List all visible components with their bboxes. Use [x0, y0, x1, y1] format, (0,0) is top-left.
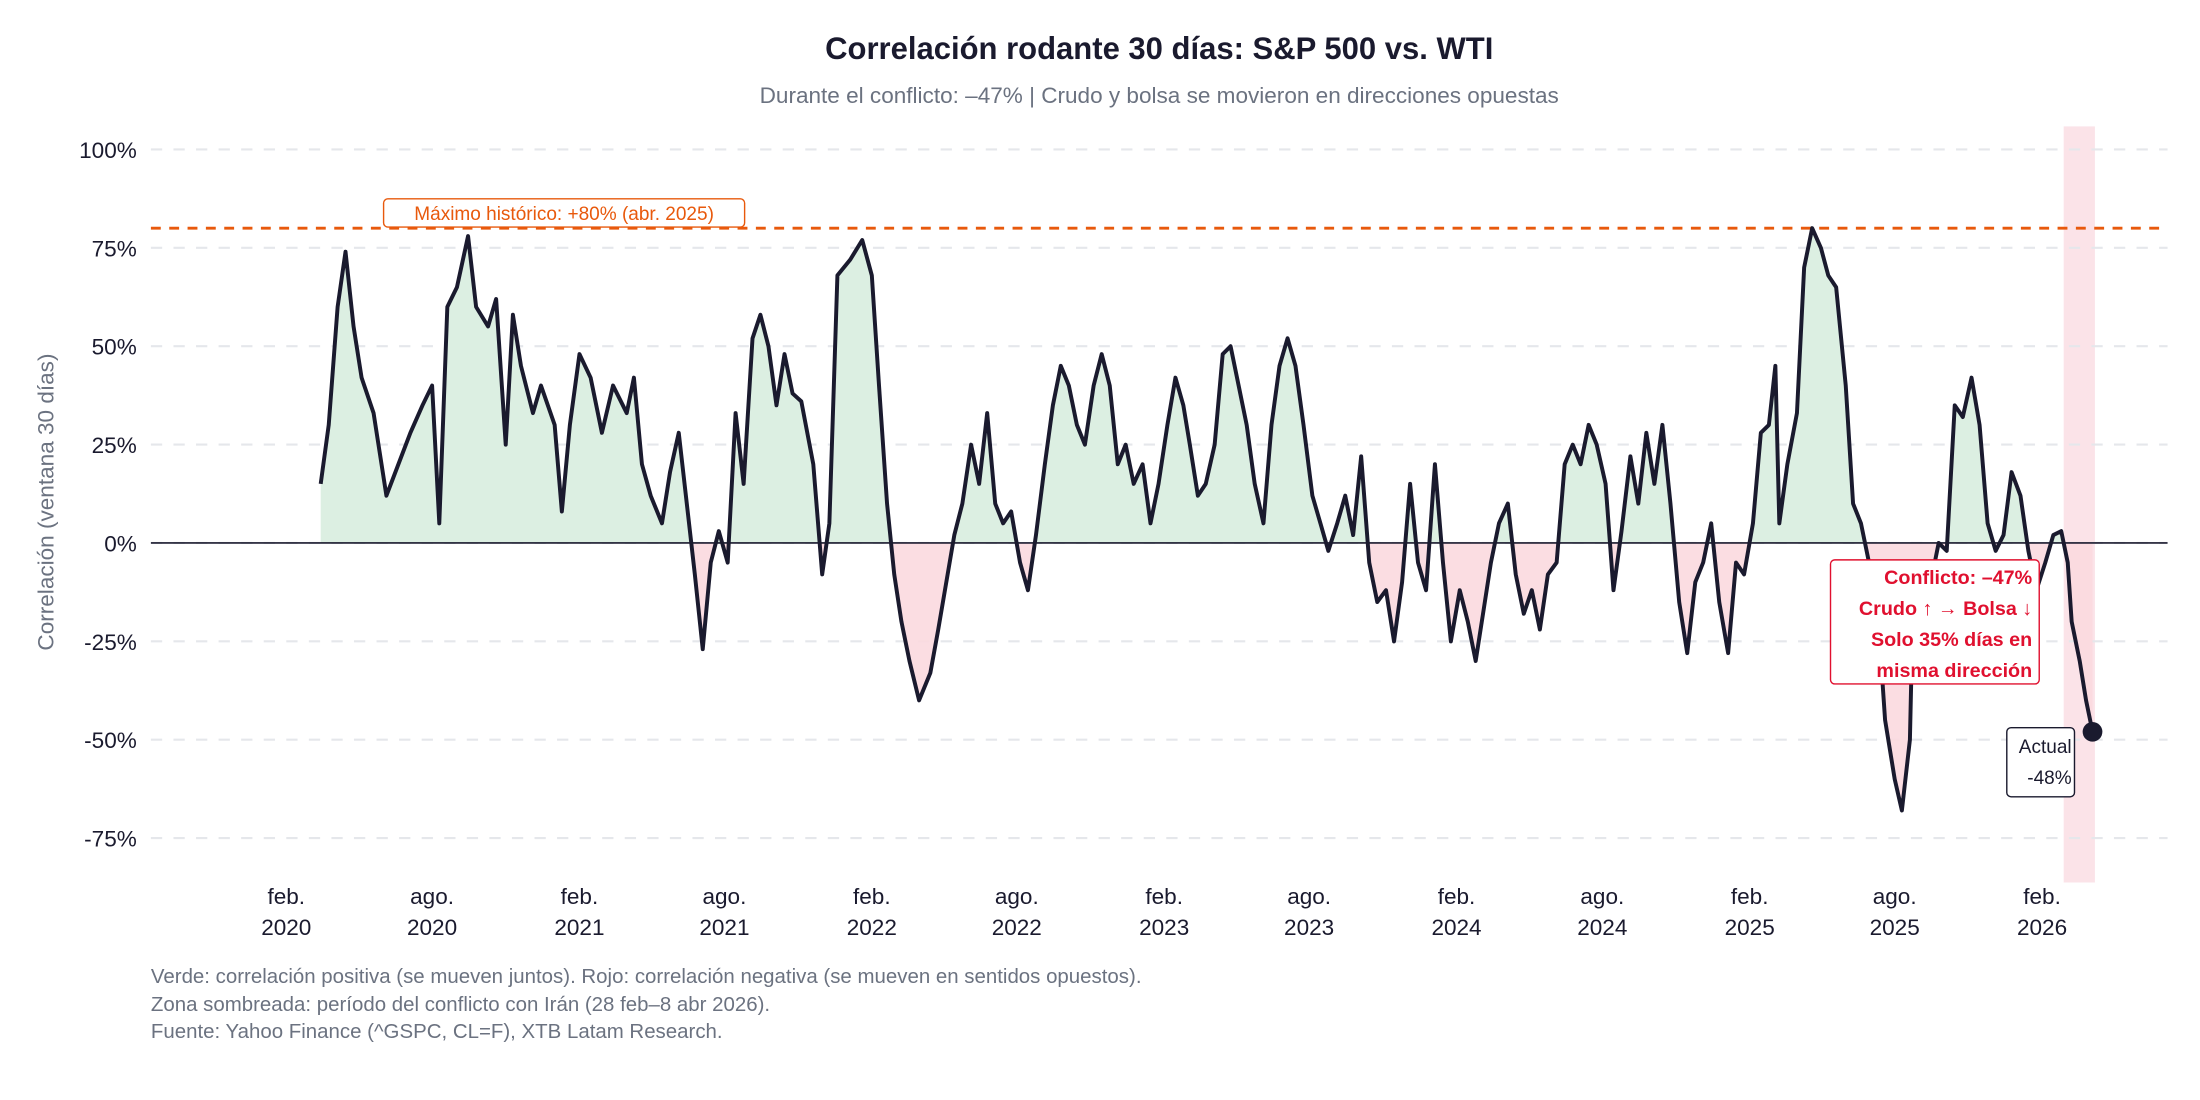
x-tick-label: 2023 — [1284, 915, 1334, 940]
x-tick-label: 2021 — [699, 915, 749, 940]
x-tick-label: ago. — [1873, 884, 1917, 909]
y-tick-label: -50% — [84, 728, 137, 753]
conflict-annotation-line: Conflicto: –47% — [1884, 567, 2032, 589]
max-annotation: Máximo histórico: +80% (abr. 2025) — [382, 198, 746, 228]
y-axis-ticks: 100% 75% 50% 25% 0% -25% -50% -75% — [79, 138, 137, 852]
y-tick-label: -75% — [84, 827, 137, 852]
x-tick-label: 2026 — [2017, 915, 2067, 940]
footnote-line: Verde: correlación positiva (se mueven j… — [151, 965, 1142, 988]
x-tick-label: 2023 — [1139, 915, 1189, 940]
x-tick-label: 2025 — [1725, 915, 1775, 940]
actual-annotation-box — [2006, 726, 2076, 798]
footnote-line: Fuente: Yahoo Finance (^GSPC, CL=F), XTB… — [151, 1020, 723, 1043]
x-tick-label: ago. — [1287, 884, 1331, 909]
x-tick-label: 2024 — [1577, 915, 1627, 940]
y-tick-label: -25% — [84, 630, 137, 655]
conflict-annotation-box — [1829, 559, 2040, 685]
series-line-layer — [318, 226, 2095, 813]
actual-annotation-label: Actual — [2019, 737, 2072, 758]
max-annotation-box — [382, 198, 746, 228]
x-tick-label: 2021 — [554, 915, 604, 940]
area-fills — [320, 228, 2093, 811]
x-tick-label: 2020 — [407, 915, 457, 940]
max-annotation-text: Máximo histórico: +80% (abr. 2025) — [414, 204, 714, 225]
conflict-annotation-line: Crudo ↑ → Bolsa ↓ — [1859, 598, 2032, 620]
correlation-line — [318, 226, 2095, 813]
x-tick-label: feb. — [267, 884, 305, 909]
x-tick-label: feb. — [2023, 884, 2061, 909]
x-tick-label: 2022 — [847, 915, 897, 940]
x-tick-label: feb. — [853, 884, 891, 909]
y-tick-label: 100% — [79, 138, 137, 163]
x-tick-label: ago. — [995, 884, 1039, 909]
y-tick-label: 50% — [92, 335, 137, 360]
footnote-line: Zona sombreada: período del conflicto co… — [151, 993, 770, 1016]
x-tick-label: feb. — [561, 884, 599, 909]
conflict-annotation-line: misma dirección — [1876, 660, 2032, 682]
x-tick-label: ago. — [410, 884, 454, 909]
y-tick-label: 25% — [92, 433, 137, 458]
conflict-annotation: Conflicto: –47% Crudo ↑ → Bolsa ↓ Solo 3… — [1829, 559, 2040, 685]
x-tick-label: 2020 — [261, 915, 311, 940]
actual-annotation-value: -48% — [2027, 768, 2071, 789]
endpoint-layer — [2082, 721, 2103, 742]
conflict-annotation-line: Solo 35% días en — [1871, 629, 2032, 651]
x-tick-label: ago. — [1580, 884, 1624, 909]
x-tick-label: feb. — [1145, 884, 1183, 909]
x-tick-label: feb. — [1438, 884, 1476, 909]
x-tick-label: 2022 — [992, 915, 1042, 940]
chart-title: Correlación rodante 30 días: S&P 500 vs.… — [825, 31, 1493, 66]
chart-subtitle: Durante el conflicto: –47% | Crudo y bol… — [760, 83, 1559, 108]
x-tick-label: feb. — [1731, 884, 1769, 909]
x-tick-label: ago. — [702, 884, 746, 909]
actual-annotation: Actual -48% — [2006, 726, 2076, 798]
x-axis-ticks: feb. 2020 ago. 2020 feb. 2021 ago. 2021 feb. 2022… — [261, 884, 2067, 940]
y-tick-label: 75% — [92, 236, 137, 261]
x-tick-label: 2025 — [1870, 915, 1920, 940]
y-axis-label: Correlación (ventana 30 días) — [34, 354, 59, 651]
current-value-point — [2082, 721, 2103, 742]
positive-correlation-area — [320, 228, 2093, 543]
y-tick-label: 0% — [104, 531, 137, 556]
x-tick-label: 2024 — [1431, 915, 1481, 940]
